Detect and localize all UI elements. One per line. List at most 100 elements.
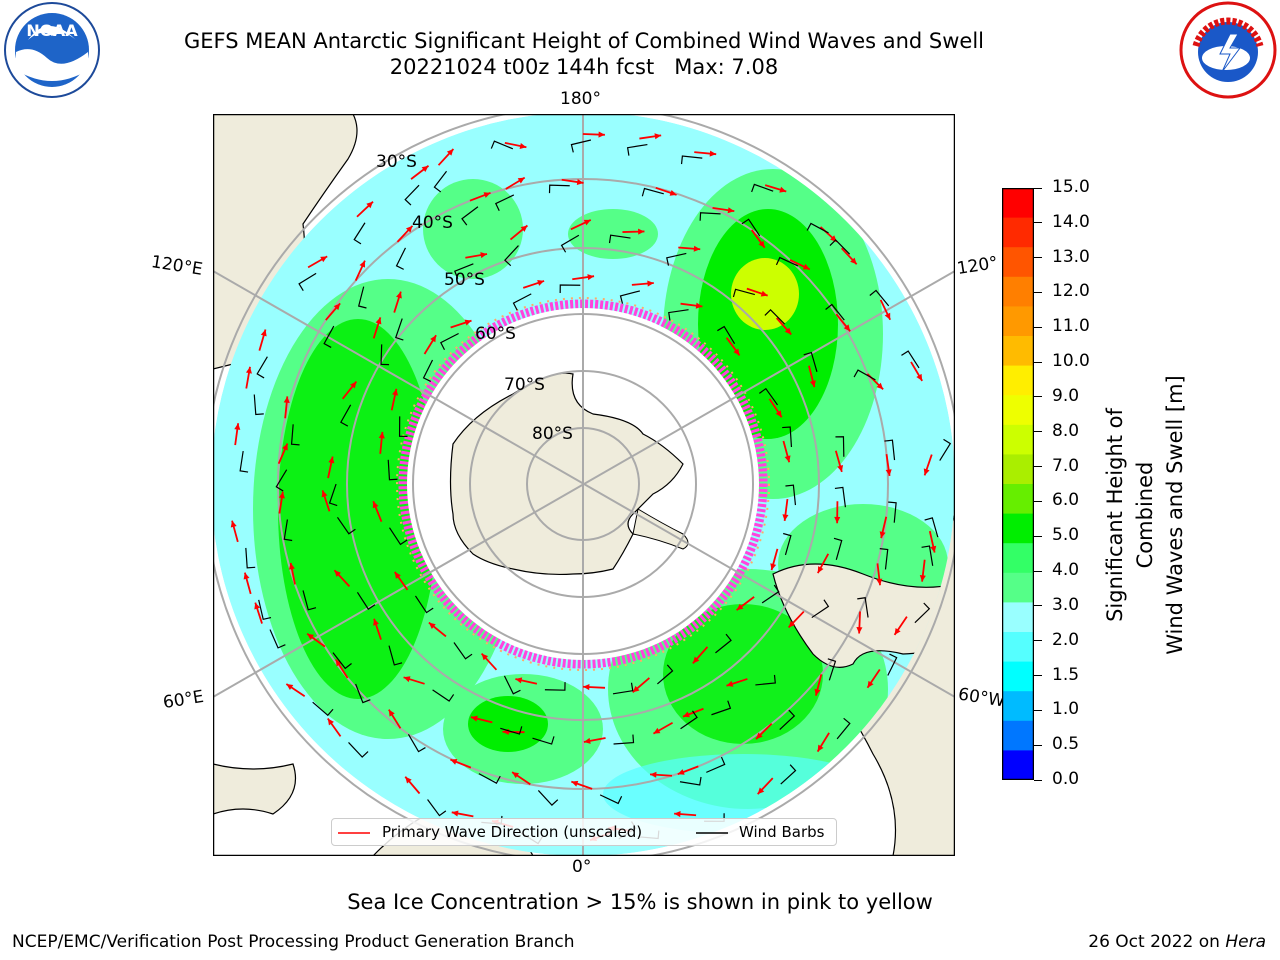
- wave-arrow-head: [321, 490, 328, 498]
- wave-arrow-head: [307, 633, 315, 640]
- wind-barb: [290, 424, 300, 446]
- lon-label-lower-right: 60°W: [956, 684, 1007, 712]
- wind-barb: [559, 284, 581, 293]
- credit-date: 26 Oct 2022 on Hera: [1088, 932, 1266, 952]
- wind-barb: [414, 595, 434, 614]
- wind-barb: [395, 247, 407, 270]
- colorbar-tick-mark: [1034, 675, 1042, 677]
- lat-label-80s: 80°S: [532, 424, 573, 444]
- colorbar-tick-mark: [1034, 744, 1042, 746]
- lon-label-bottom: 0°: [572, 857, 592, 877]
- wave-arrow-head: [598, 131, 605, 138]
- wave-arrow-head: [756, 732, 763, 740]
- wave-arrow-head: [571, 780, 579, 787]
- lat-label-50s: 50°S: [444, 270, 485, 290]
- wave-arrow-head: [850, 257, 857, 265]
- wind-barb: [532, 736, 555, 745]
- wind-barb: [715, 633, 732, 654]
- wind-barb: [336, 516, 356, 535]
- colorbar-tick-label: 9.0: [1052, 385, 1080, 406]
- colorbar-tick-mark: [1034, 187, 1042, 189]
- colorbar-tick-mark: [1034, 326, 1042, 328]
- wave-arrow-head: [288, 562, 295, 570]
- wind-barb: [548, 184, 570, 194]
- wave-arrow-head: [647, 280, 654, 287]
- wind-barb: [407, 734, 426, 753]
- run-cycle: t00z: [503, 55, 550, 79]
- wave-arrow-head: [884, 312, 891, 320]
- wave-arrow-head: [396, 291, 402, 299]
- wave-arrow-head: [876, 578, 883, 586]
- wind-barb: [785, 484, 797, 506]
- wave-arrow-head: [243, 572, 250, 580]
- wind-barb: [764, 308, 786, 325]
- colorbar-tick-mark: [1034, 396, 1042, 398]
- wave-arrow-head: [234, 423, 241, 430]
- wave-arrow-head: [576, 179, 584, 186]
- wave-arrow-head: [428, 622, 436, 629]
- colorbar-tick-label: 1.5: [1052, 664, 1080, 685]
- wind-barb: [453, 642, 473, 660]
- wind-barbs: [239, 139, 952, 845]
- wind-barb: [857, 597, 869, 618]
- colorbar-band: [1002, 484, 1034, 515]
- wind-barb: [388, 527, 408, 546]
- colorbar-band: [1002, 602, 1034, 633]
- wave-arrow-head: [515, 677, 523, 684]
- wave-arrow-head: [372, 501, 379, 509]
- run-date: 20221024: [389, 55, 497, 79]
- wind-barb: [717, 325, 736, 344]
- polar-map: [213, 114, 955, 856]
- colorbar-band: [1002, 513, 1034, 544]
- wave-arrow-head: [674, 811, 681, 818]
- colorbar-tick-mark: [1034, 361, 1042, 363]
- wave-arrow-head: [254, 602, 261, 610]
- wind-barb: [921, 545, 934, 566]
- wind-barb: [888, 501, 897, 523]
- wind-barb: [544, 682, 566, 691]
- colorbar-tick-label: 7.0: [1052, 455, 1080, 476]
- colorbar-band: [1002, 306, 1034, 337]
- wind-barb: [680, 710, 698, 730]
- colorbar-band: [1002, 691, 1034, 722]
- noaa-logo: NOAA: [2, 0, 102, 104]
- wave-arrow-head: [375, 317, 382, 325]
- colorbar-band: [1002, 247, 1034, 278]
- wind-barb: [761, 584, 780, 604]
- wind-barb: [779, 709, 796, 731]
- wave-arrow-head: [378, 431, 385, 439]
- colorbar-band: [1002, 720, 1034, 751]
- wind-barb: [275, 469, 288, 492]
- wind-barb: [619, 290, 641, 304]
- wind-barb: [887, 653, 898, 676]
- wind-barb: [253, 394, 264, 416]
- wave-arrow-head: [788, 620, 796, 628]
- wind-barb: [356, 592, 376, 610]
- wind-barb: [512, 293, 532, 311]
- graticule: [213, 114, 955, 856]
- wave-arrow-head: [373, 618, 379, 626]
- wave-arrow-head: [632, 685, 640, 693]
- wind-barb: [829, 239, 851, 255]
- wind-barb: [775, 256, 799, 267]
- colorbar-tick-label: 0.0: [1052, 769, 1080, 789]
- colorbar-band: [1002, 632, 1034, 663]
- colorbar-band: [1002, 750, 1034, 780]
- wind-barb: [422, 359, 434, 382]
- colorbar-tick-mark: [1034, 222, 1042, 224]
- colorbar-band: [1002, 188, 1034, 219]
- wave-arrow-head: [334, 570, 341, 577]
- wave-arrow-head: [403, 676, 411, 683]
- wind-barb: [537, 790, 559, 806]
- colorbar-tick-label: 14.0: [1052, 211, 1090, 232]
- wave-arrow-head: [695, 302, 703, 309]
- wind-barb: [245, 547, 256, 569]
- wave-arrow-head: [278, 491, 285, 499]
- wave-arrow-head: [682, 711, 690, 718]
- colorbar-tick-mark: [1034, 570, 1042, 572]
- wind-barb: [626, 143, 648, 156]
- colorbar-label-line2: Wind Waves and Swell [m]: [1163, 375, 1187, 655]
- wave-arrow-head: [587, 274, 595, 281]
- lat-label-30s: 30°S: [376, 152, 417, 172]
- lon-label-upper-right: 120°: [955, 252, 1000, 280]
